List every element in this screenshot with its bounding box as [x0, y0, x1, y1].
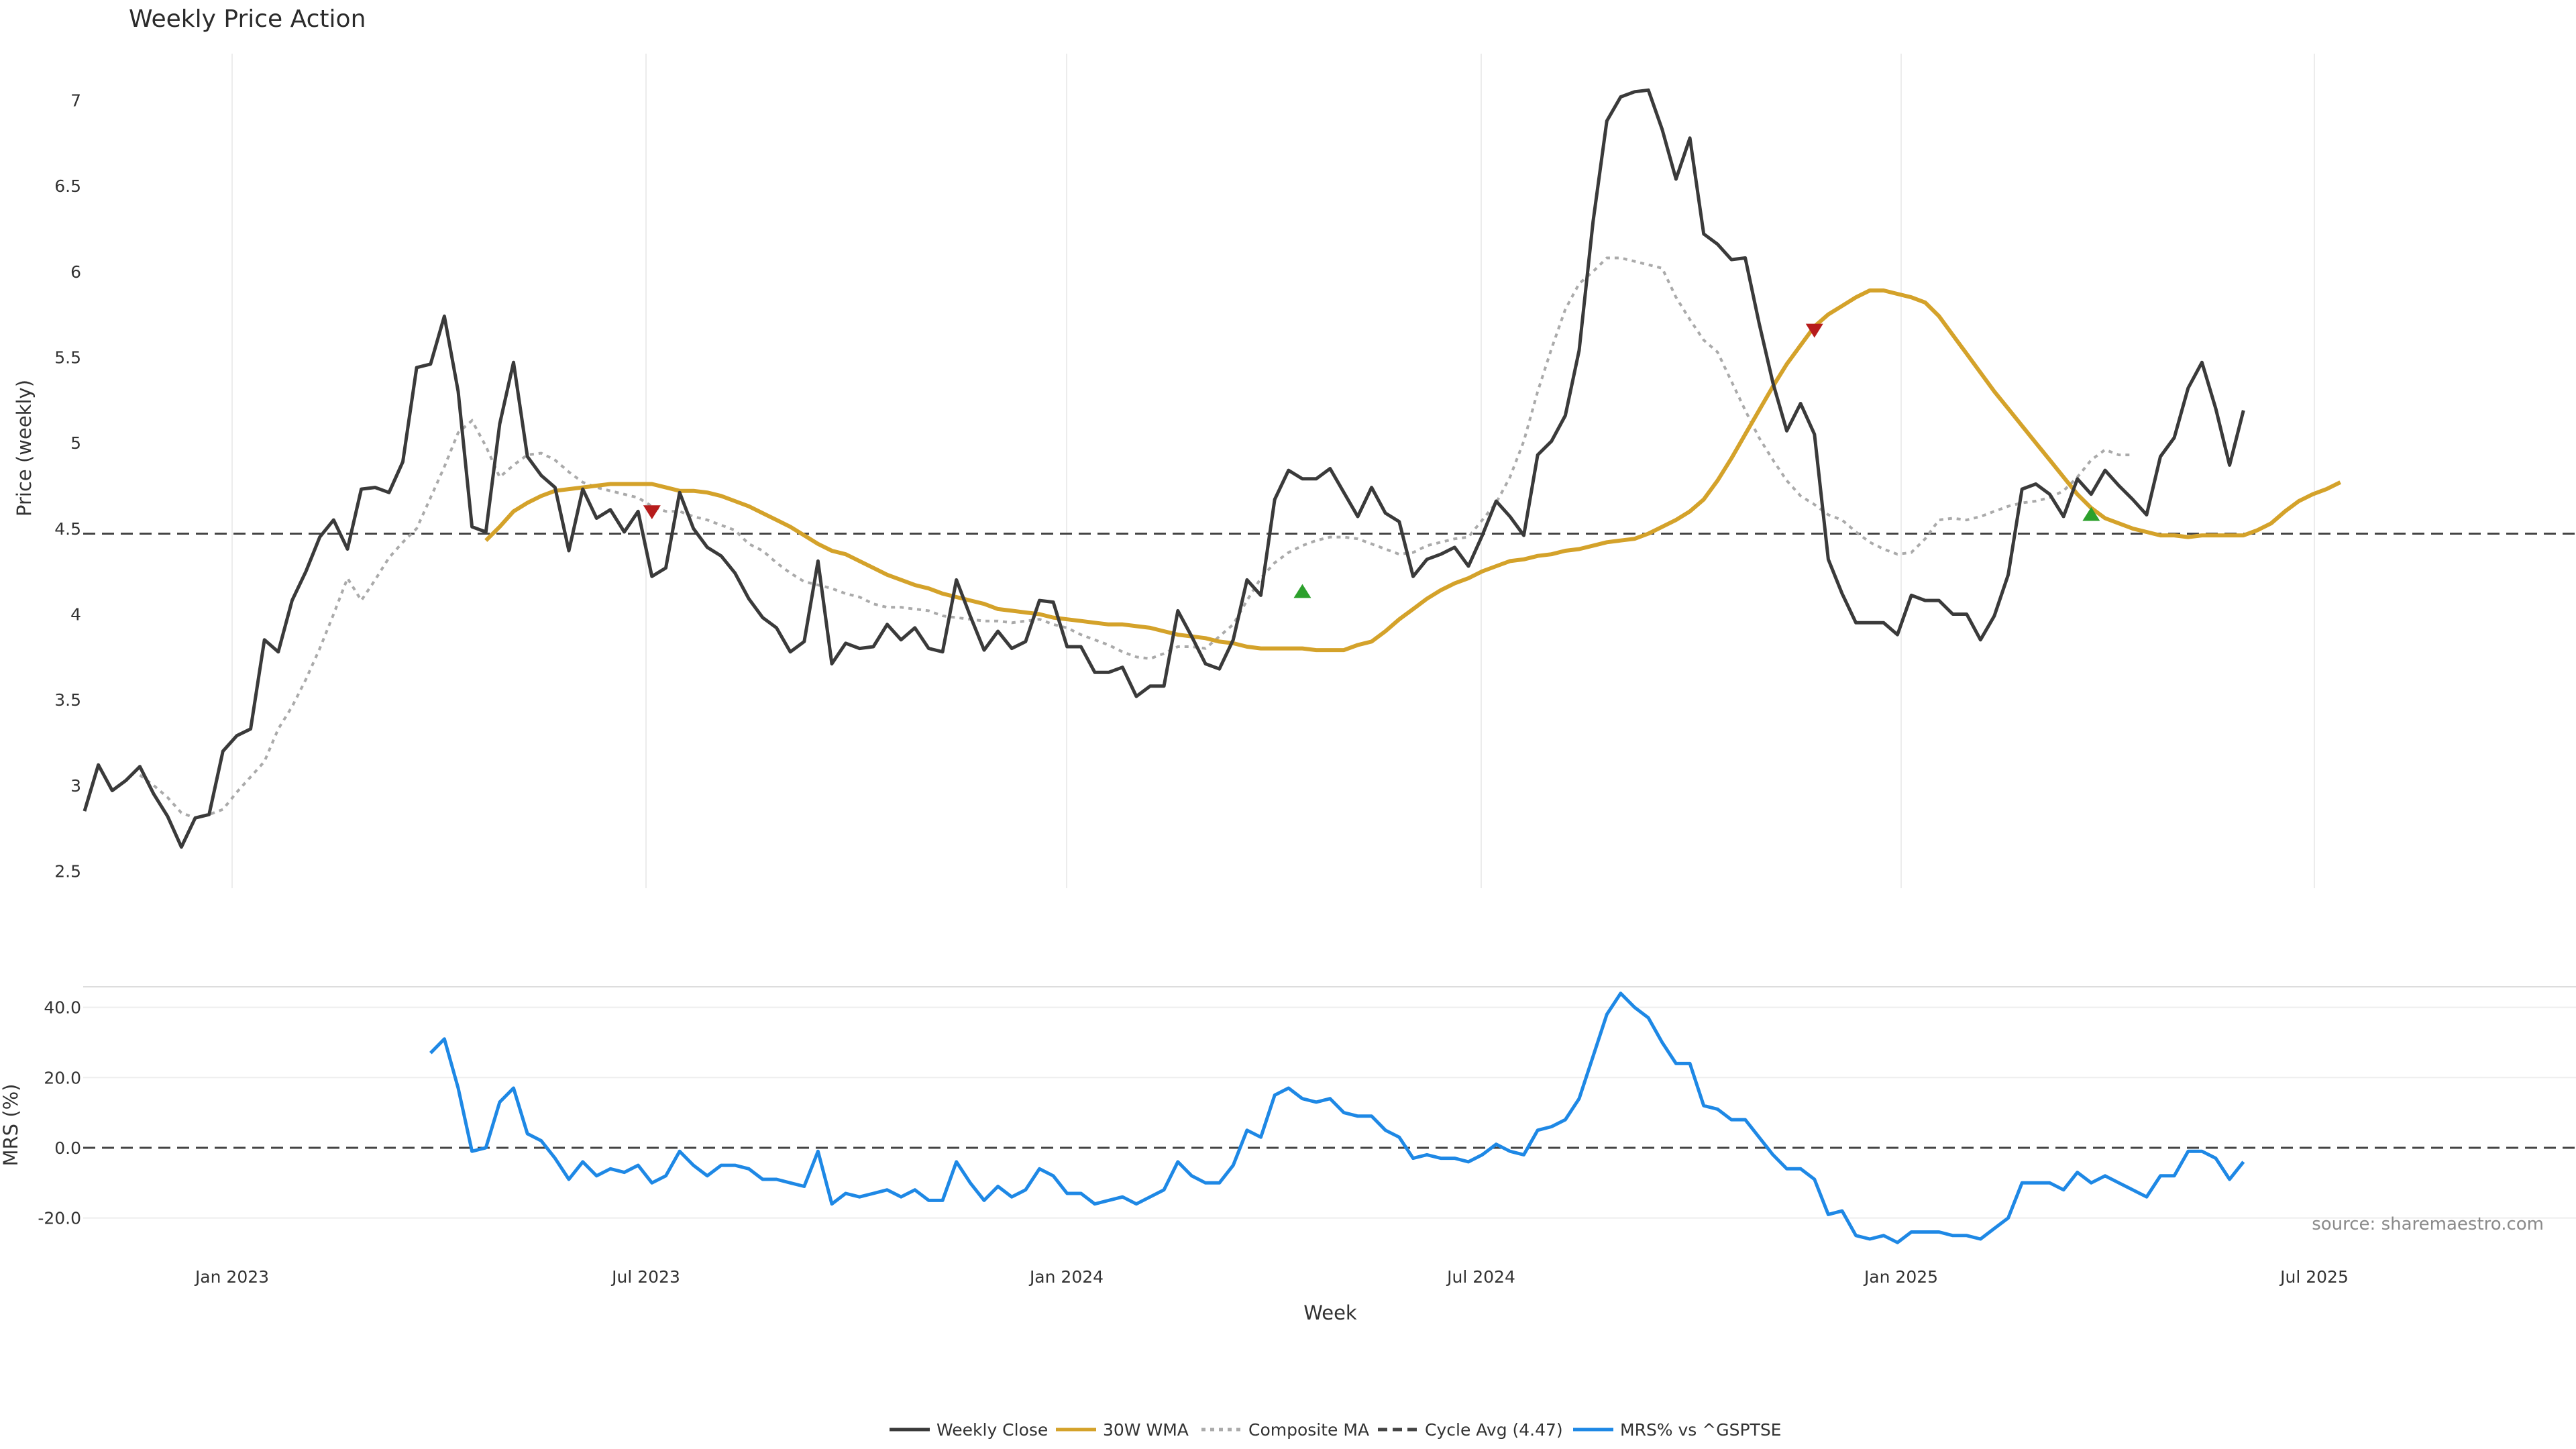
mrs-series — [429, 991, 2245, 1244]
composite-ma-line — [139, 256, 2133, 820]
mrs-y-tick: -20.0 — [38, 1209, 81, 1228]
mrs-grid — [83, 1006, 2576, 1219]
price-y-tick: 6 — [70, 262, 81, 282]
price-y-tick: 6.5 — [54, 176, 81, 196]
price-y-tick: 7 — [70, 91, 81, 111]
price-y-tick: 5.5 — [54, 348, 81, 368]
price-series — [83, 88, 2576, 849]
buy-signal-marker — [2082, 506, 2100, 521]
wma-30w-line — [484, 288, 2342, 653]
x-axis-label: Week — [1303, 1301, 1357, 1324]
price-grid — [231, 54, 2315, 888]
x-tick-label: Jan 2024 — [1028, 1267, 1104, 1287]
mrs-line — [429, 991, 2245, 1244]
price-y-tick: 2.5 — [54, 861, 81, 881]
weekly-close-line — [83, 88, 2245, 849]
x-tick-label: Jul 2024 — [1446, 1267, 1515, 1287]
price-y-tick: 3.5 — [54, 690, 81, 710]
price-y-axis-label: Price (weekly) — [13, 380, 36, 517]
legend-label: Weekly Close — [936, 1420, 1048, 1440]
x-tick-label: Jul 2023 — [610, 1267, 680, 1287]
mrs-y-tick: 20.0 — [44, 1068, 81, 1087]
sell-signal-marker — [1805, 323, 1823, 338]
x-tick-labels: Jan 2023 Jul 2023 Jan 2024 Jul 2024 Jan 2025… — [194, 1267, 2349, 1287]
price-y-tick: 4.5 — [54, 519, 81, 539]
buy-signal-marker — [1293, 584, 1311, 598]
x-tick-label: Jan 2025 — [1863, 1267, 1938, 1287]
legend-label: Composite MA — [1248, 1420, 1369, 1440]
sell-signal-marker — [643, 505, 661, 520]
mrs-y-ticks: -20.0 0.0 20.0 40.0 — [38, 998, 81, 1228]
mrs-y-tick: 0.0 — [54, 1138, 81, 1158]
mrs-y-axis-label: MRS (%) — [0, 1084, 22, 1167]
x-tick-label: Jan 2023 — [194, 1267, 269, 1287]
price-y-tick: 4 — [70, 605, 81, 625]
mrs-y-tick: 40.0 — [44, 998, 81, 1018]
price-y-ticks: 2.5 3 3.5 4 4.5 5 5.5 6 6.5 7 — [54, 91, 81, 881]
legend-label: Cycle Avg (4.47) — [1425, 1420, 1563, 1440]
x-tick-label: Jul 2025 — [2279, 1267, 2349, 1287]
price-y-tick: 3 — [70, 776, 81, 796]
legend-label: MRS% vs ^GSPTSE — [1620, 1420, 1781, 1440]
chart-title: Weekly Price Action — [129, 5, 366, 33]
price-y-tick: 5 — [70, 433, 81, 453]
legend-label: 30W WMA — [1103, 1420, 1189, 1440]
signal-markers — [643, 323, 2100, 598]
legend: Weekly Close 30W WMA Composite MA Cycle Avg… — [890, 1420, 1781, 1440]
source-annotation: source: sharemaestro.com — [2312, 1214, 2544, 1234]
